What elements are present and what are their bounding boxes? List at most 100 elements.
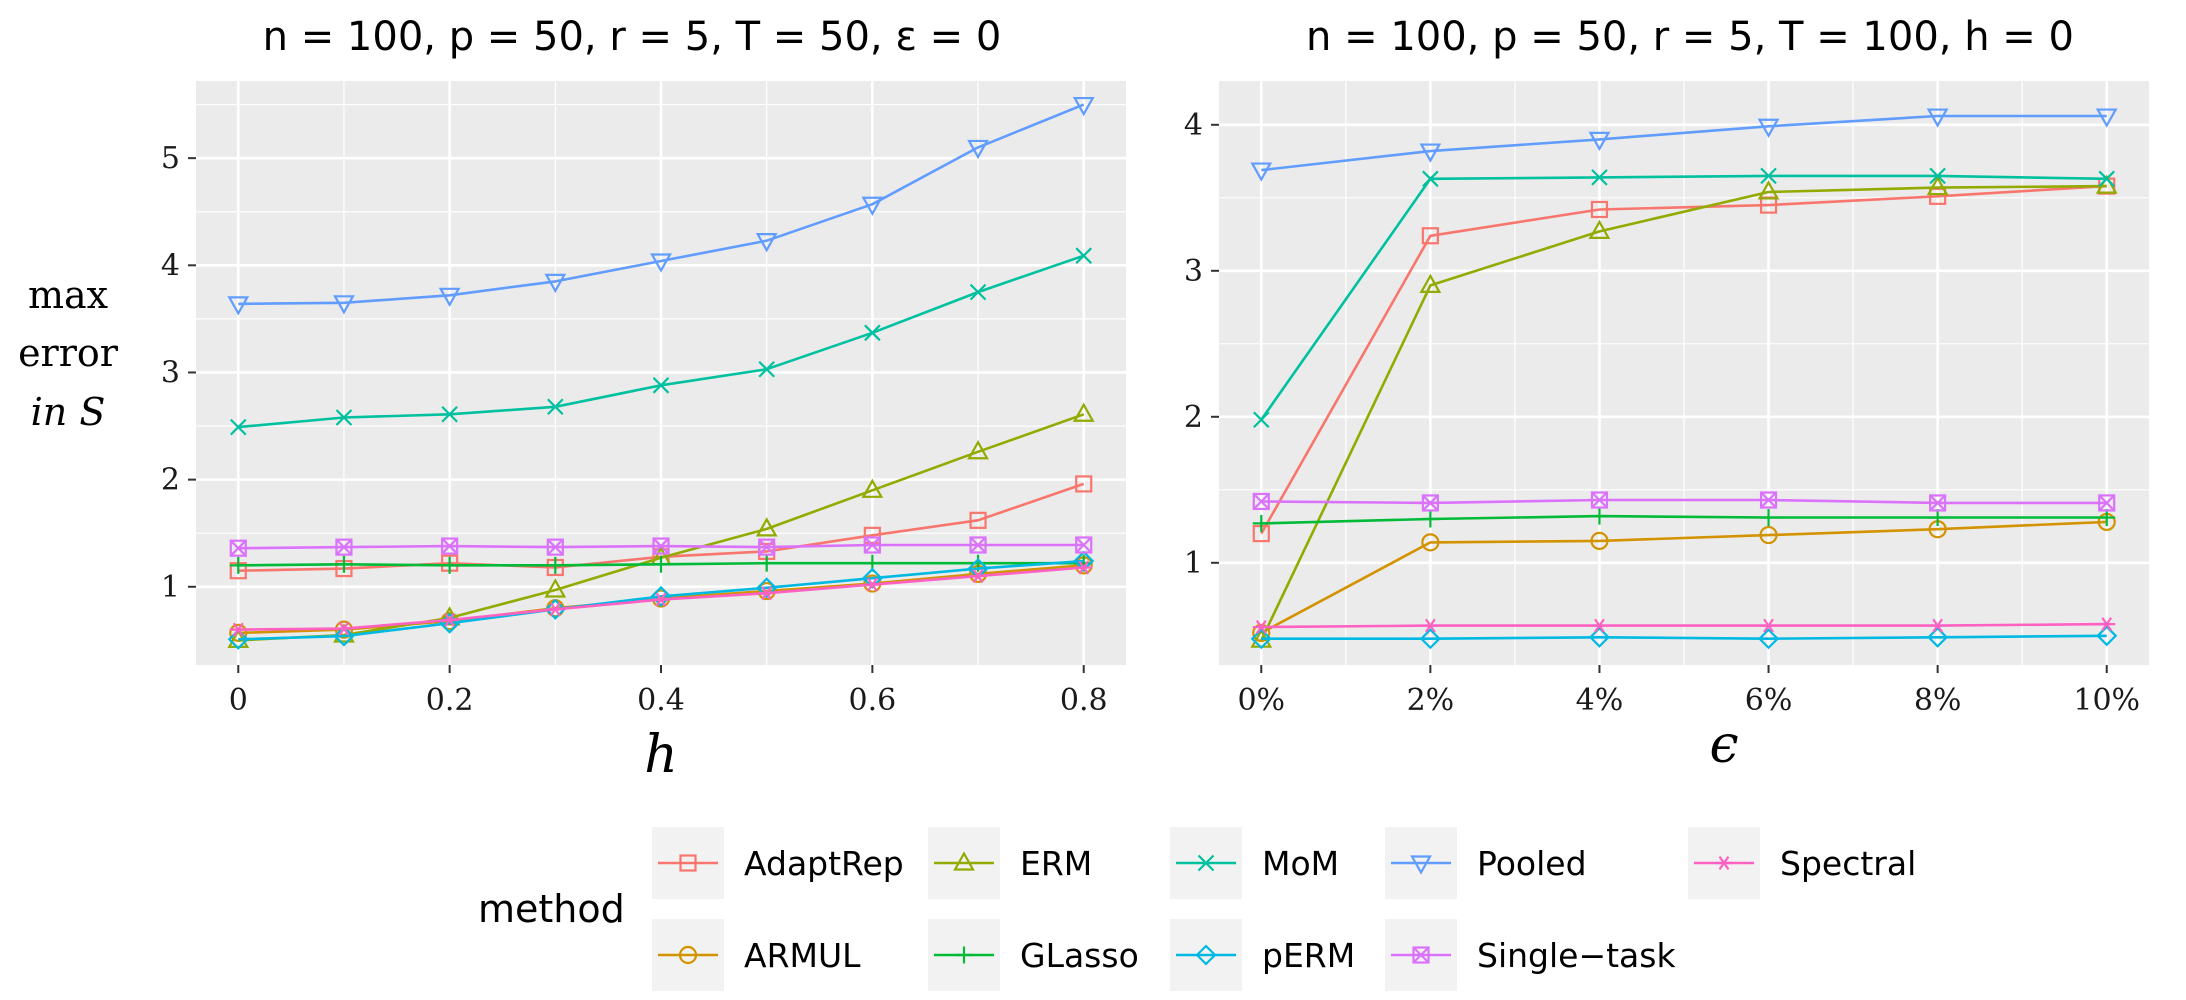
left-point-perm: [333, 625, 355, 647]
left-point-single-task: [758, 538, 776, 556]
left-point-erm: [1072, 402, 1095, 422]
right-y-tick-label: 1: [1184, 546, 1203, 581]
right-point-perm: [2096, 625, 2118, 647]
left-point-single-task: [863, 536, 881, 554]
right-point-spectral: [1590, 618, 1608, 633]
right-point-single-task: [1759, 491, 1778, 509]
left-point-perm: [861, 567, 883, 589]
right-x-tick-label: 2%: [1407, 683, 1455, 718]
right-point-glasso: [1760, 509, 1778, 527]
left-x-tick-label: 0.8: [1060, 683, 1108, 718]
right-series-spectral: [1252, 617, 2116, 635]
right-point-glasso: [1421, 510, 1439, 528]
right-x-tick-label: 6%: [1745, 683, 1793, 718]
left-point-mom: [652, 377, 670, 394]
left-point-mom: [1075, 247, 1093, 264]
right-x-ticks: 0% 2% 4% 6% 8% 10%: [1237, 665, 2140, 718]
left-point-glasso: [335, 555, 353, 573]
legend-item-single-task: Single−task: [1385, 919, 1676, 991]
right-point-perm: [1250, 628, 1272, 650]
left-point-glasso: [758, 554, 776, 572]
left-point-spectral: [546, 602, 564, 617]
right-x-axis-label: ϵ: [1709, 715, 1738, 775]
left-point-single-task: [335, 538, 353, 556]
left-point-single-task: [229, 539, 247, 557]
left-point-perm: [650, 585, 672, 607]
right-y-ticks: 1 2 3 4: [1184, 108, 1219, 581]
right-chart-title: n = 100, p = 50, r = 5, T = 100, h = 0: [1306, 14, 2074, 60]
left-point-mom: [335, 409, 353, 426]
left-series-line-pooled: [238, 103, 1085, 306]
legend-key-marker-armul: [678, 945, 698, 965]
left-series-mom: [229, 247, 1093, 436]
right-point-single-task: [1252, 492, 1270, 511]
left-point-mom: [547, 398, 564, 416]
left-point-spectral: [758, 586, 776, 601]
right-point-mom: [1252, 411, 1270, 428]
legend-label-mom: MoM: [1262, 844, 1339, 883]
right-series-glasso: [1252, 507, 2116, 532]
left-chart-title: n = 100, p = 50, r = 5, T = 50, ε = 0: [263, 14, 1002, 60]
left-point-adaptrep: [863, 526, 881, 544]
left-point-glasso: [441, 556, 459, 574]
left-point-armul: [757, 581, 776, 601]
legend-item-perm: pERM: [1170, 919, 1355, 991]
right-point-pooled: [1757, 118, 1780, 139]
right-point-mom: [1760, 167, 1777, 185]
left-point-adaptrep: [1075, 475, 1093, 493]
left-x-tick-label: 0.6: [849, 683, 897, 718]
left-point-mom: [864, 324, 881, 342]
left-point-perm: [1073, 550, 1095, 572]
right-point-spectral: [2098, 617, 2116, 632]
right-x-tick-label: 8%: [1914, 683, 1962, 718]
legend-label-adaptrep: AdaptRep: [744, 844, 904, 883]
left-point-pooled: [861, 196, 884, 216]
legend-key-marker-perm: [1195, 944, 1217, 966]
right-point-mom: [2098, 170, 2116, 188]
right-x-tick-label: 4%: [1576, 683, 1624, 718]
left-point-spectral: [335, 621, 353, 636]
right-series-mom: [1252, 167, 2116, 428]
right-point-erm: [1926, 175, 1949, 196]
legend-item-armul: ARMUL: [652, 919, 861, 991]
legend-key-marker-erm: [953, 851, 975, 871]
left-x-tick-label: 0: [229, 683, 248, 718]
left-point-glasso: [652, 555, 670, 573]
right-series-line-glasso: [1261, 514, 2107, 525]
left-point-pooled: [1072, 96, 1095, 117]
right-point-pooled: [2095, 108, 2118, 128]
right-point-single-task: [1929, 494, 1947, 512]
legend-item-glasso: GLasso: [928, 919, 1139, 991]
right-y-tick-label: 2: [1184, 400, 1203, 435]
left-y-axis-label-line-2: error: [18, 331, 119, 375]
left-y-tick-label: 4: [161, 248, 180, 283]
legend-key-marker-mom: [1197, 854, 1215, 872]
left-point-mom: [969, 283, 987, 301]
legend-items: AdaptRep ARMUL ERM GLasso MoM pERM Pooled Singl…: [652, 827, 1916, 991]
legend-label-single-task: Single−task: [1477, 936, 1676, 975]
legend-key-marker-spectral: [1715, 855, 1733, 871]
legend-item-spectral: Spectral: [1688, 827, 1916, 899]
left-point-pooled: [227, 296, 250, 316]
legend-item-erm: ERM: [928, 827, 1092, 899]
left-point-perm: [544, 598, 566, 620]
right-point-perm: [1757, 628, 1780, 650]
right-series-line-adaptrep: [1260, 184, 2107, 535]
legend-label-pooled: Pooled: [1477, 844, 1587, 883]
right-point-erm: [1588, 219, 1611, 239]
right-series-line-mom: [1260, 174, 2107, 421]
left-point-pooled: [544, 273, 567, 294]
right-point-spectral: [1929, 618, 1947, 633]
left-x-tick-label: 0.2: [426, 683, 474, 718]
left-point-pooled: [967, 139, 989, 160]
left-series-spectral: [229, 560, 1093, 637]
right-series-perm: [1250, 625, 2118, 650]
right-y-tick-label: 3: [1184, 254, 1203, 289]
right-point-pooled: [1250, 162, 1273, 182]
legend-label-armul: ARMUL: [744, 936, 861, 975]
right-series-line-perm: [1261, 634, 2107, 641]
right-point-erm: [1757, 180, 1780, 200]
right-point-single-task: [2098, 494, 2116, 512]
right-point-glasso: [2098, 509, 2116, 527]
